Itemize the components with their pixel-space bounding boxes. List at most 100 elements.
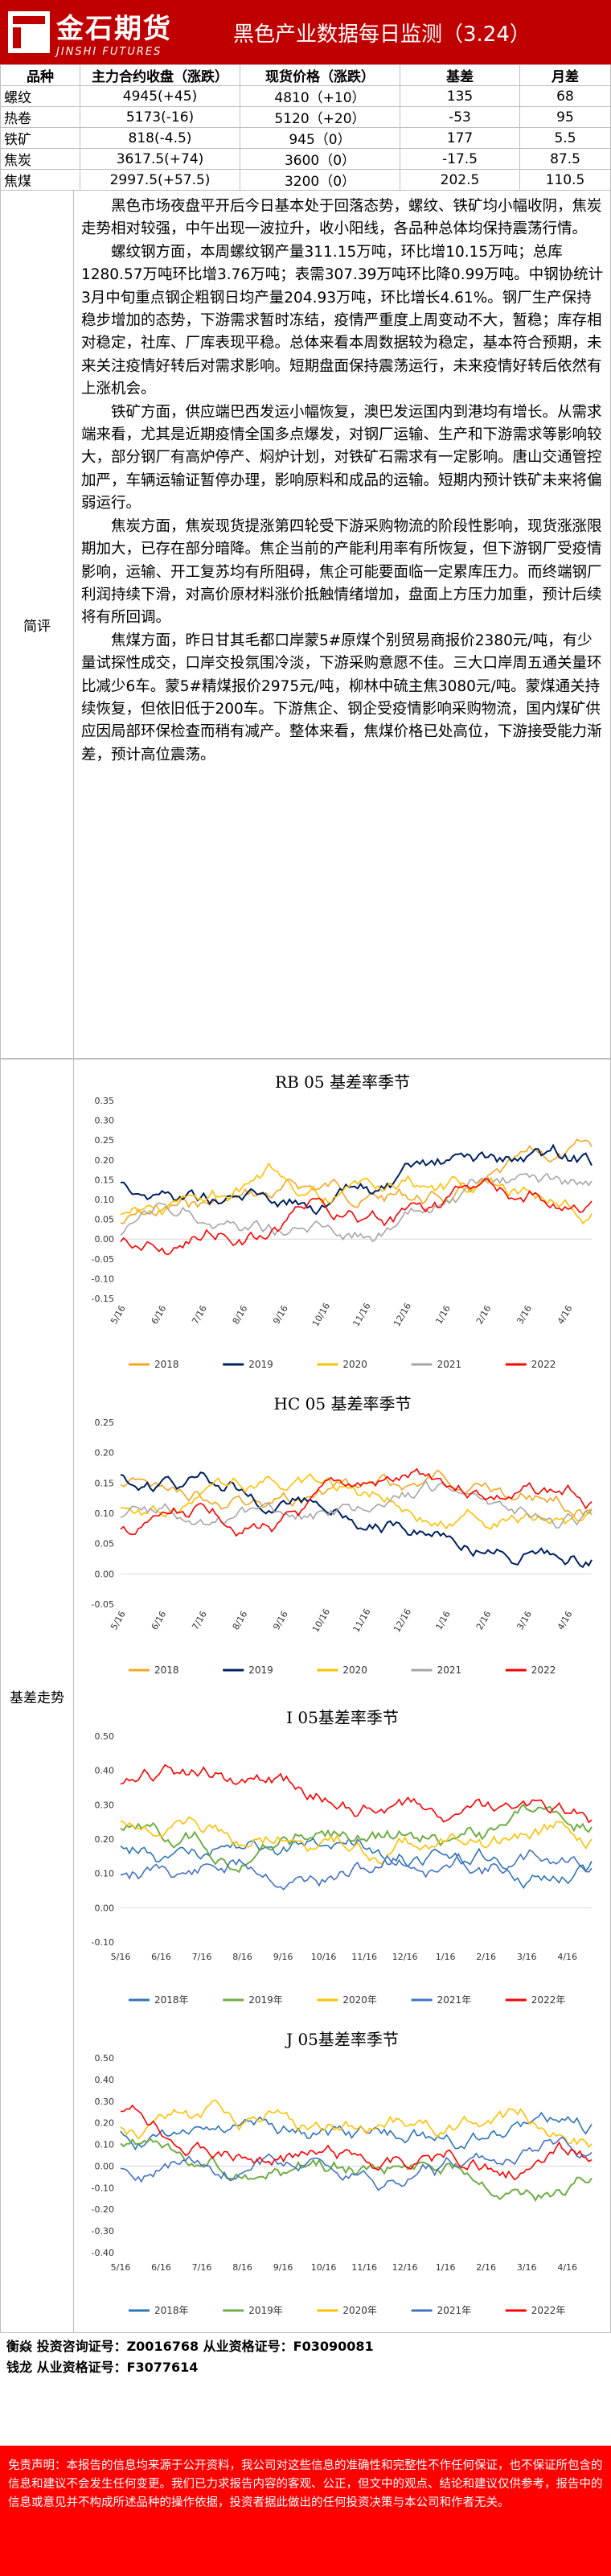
cell-basis: -17.5 — [400, 148, 520, 170]
logo-mark-icon — [8, 11, 50, 53]
x-tick-label: 10/16 — [311, 1952, 337, 1962]
j-basis-chart-svg: J 05基差率季节 0.50 0.40 0.30 0.20 0.10 0.00 -0.10 -0… — [92, 2030, 593, 2316]
x-tick-label: 2/16 — [476, 2262, 496, 2273]
x-tick-label: 5/16 — [109, 1303, 128, 1326]
cell-futures: 5173(-16) — [80, 106, 240, 128]
x-tick-label: 12/16 — [392, 1952, 418, 1962]
series-line — [120, 1138, 593, 1224]
x-tick-label: 2/16 — [476, 1952, 496, 1962]
series-line — [120, 2099, 593, 2149]
x-tick-label: 7/16 — [190, 1303, 209, 1326]
x-tick-label: 4/16 — [557, 1952, 577, 1962]
x-tick-label: 7/16 — [190, 1609, 209, 1632]
series-line — [120, 1763, 593, 1824]
y-tick-label: 0.20 — [95, 2118, 115, 2129]
table-row: 焦煤 2997.5(+57.5) 3200（0） 202.5 110.5 — [0, 169, 611, 191]
commentary-paragraph: 焦炭方面，焦炭现货提涨第四轮受下游采购物流的阶段性影响，现货涨涨限期加大，已存在… — [81, 517, 602, 627]
cell-variety: 热卷 — [0, 106, 80, 128]
legend-label: 2021年 — [437, 2305, 472, 2316]
legend-label: 2018 — [154, 1665, 179, 1676]
series-line — [120, 2111, 593, 2151]
legend-label: 2018年 — [154, 2305, 189, 2316]
cell-basis: 135 — [400, 85, 520, 107]
rb-basis-chart: RB 05 基差率季节 0.35 0.30 0.25 0.20 0.15 0.10 0.05 0… — [74, 1064, 611, 1385]
x-tick-label: 6/16 — [151, 2262, 171, 2273]
x-tick-label: 5/16 — [111, 1952, 131, 1962]
x-tick-label: 6/16 — [151, 1952, 171, 1962]
chart-title: J 05基差率季节 — [285, 2030, 399, 2049]
x-tick-label: 11/16 — [351, 1952, 377, 1962]
cell-spread: 95 — [519, 106, 611, 128]
legend-label: 2018年 — [154, 1994, 189, 2006]
cell-spot: 4810（+10） — [240, 85, 400, 107]
commentary-paragraph: 焦煤方面，昨日甘其毛都口岸蒙5#原煤个别贸易商报价2380元/吨，有少量试探性成… — [81, 632, 602, 763]
cell-spread: 87.5 — [519, 148, 611, 170]
cell-spot: 5120（+20） — [240, 106, 400, 128]
col-header: 品种 — [0, 64, 80, 86]
cell-futures: 2997.5(+57.5) — [80, 169, 240, 191]
series-line — [120, 1467, 593, 1537]
x-tick-label: 7/16 — [192, 1952, 212, 1962]
y-tick-label: 0.10 — [95, 2140, 115, 2150]
y-tick-label: 0.10 — [95, 1508, 115, 1519]
commentary-paragraph: 黑色市场夜盘平开后今日基本处于回落态势，螺纹、铁矿均小幅收阴，焦炭走势相对较强，… — [81, 198, 602, 238]
cell-spread: 110.5 — [519, 169, 611, 191]
series-line — [120, 1162, 593, 1225]
legend-label: 2020 — [342, 1665, 367, 1676]
y-tick-label: -0.05 — [92, 1599, 114, 1610]
x-tick-label: 5/16 — [109, 1609, 128, 1632]
y-tick-label: 0.20 — [95, 1448, 115, 1459]
x-tick-label: 1/16 — [436, 2262, 456, 2273]
x-tick-label: 11/16 — [351, 1607, 373, 1634]
logo-cn-text: 金石期货 — [56, 13, 172, 45]
x-tick-label: 3/16 — [517, 2262, 537, 2273]
x-tick-label: 10/16 — [311, 2262, 337, 2273]
x-tick-label: 9/16 — [271, 1303, 290, 1326]
commentary-section: 简评 黑色市场夜盘平开后今日基本处于回落态势，螺纹、铁矿均小幅收阴，焦炭走势相对… — [0, 190, 611, 1059]
report-title: 黑色产业数据每日监测（3.24） — [233, 22, 531, 47]
series-line — [121, 2104, 593, 2181]
x-tick-label: 8/16 — [232, 1952, 252, 1962]
cell-variety: 焦煤 — [0, 169, 80, 191]
table-header-row: 品种 主力合约收盘（涨跌） 现货价格（涨跌） 基差 月差 — [0, 64, 611, 86]
series-line — [120, 1471, 593, 1569]
cell-spread: 68 — [519, 85, 611, 107]
rb-basis-chart-svg: RB 05 基差率季节 0.35 0.30 0.25 0.20 0.15 0.10 0.05 0… — [92, 1072, 593, 1370]
x-tick-label: 5/16 — [111, 2262, 131, 2273]
x-tick-label: 1/16 — [433, 1303, 453, 1326]
cell-spot: 945（0） — [240, 127, 400, 149]
x-tick-label: 6/16 — [150, 1609, 169, 1632]
legend-label: 2019 — [248, 1359, 273, 1370]
i-basis-chart: I 05基差率季节 0.50 0.40 0.30 0.20 0.10 0.00 -0.10 5/… — [74, 1699, 611, 2021]
x-tick-label: 8/16 — [231, 1303, 250, 1326]
y-tick-label: 0.40 — [95, 2075, 115, 2085]
cell-futures: 3617.5(+74) — [80, 148, 240, 170]
y-tick-label: 0.10 — [95, 1869, 115, 1879]
x-tick-label: 1/16 — [436, 1952, 456, 1962]
legend-label: 2022 — [531, 1359, 556, 1370]
y-tick-label: 0.05 — [95, 1215, 115, 1225]
y-tick-label: 0.15 — [95, 1175, 115, 1185]
cell-futures: 4945(+45) — [80, 85, 240, 107]
table-row: 热卷 5173(-16) 5120（+20） -53 95 — [0, 106, 611, 128]
legend-label: 2021年 — [437, 1994, 472, 2006]
x-tick-label: 9/16 — [273, 2262, 293, 2273]
legend-label: 2020 — [342, 1359, 367, 1370]
x-tick-label: 11/16 — [351, 2262, 377, 2273]
company-logo: 金石期货 JINSHI FUTURES — [0, 0, 217, 64]
table-row: 铁矿 818(-4.5) 945（0） 177 5.5 — [0, 127, 611, 149]
y-tick-label: 0.00 — [95, 1569, 115, 1579]
table-row: 焦炭 3617.5(+74) 3600（0） -17.5 87.5 — [0, 148, 611, 170]
cell-spot: 3200（0） — [240, 169, 400, 191]
cell-futures: 818(-4.5) — [80, 127, 240, 149]
x-tick-label: 4/16 — [556, 1303, 575, 1326]
cell-basis: -53 — [400, 106, 520, 128]
commentary-paragraph: 铁矿方面，供应端巴西发运小幅恢复，澳巴发运国内到港均有增长。从需求端来看，尤其是… — [81, 403, 602, 512]
y-tick-label: -0.10 — [92, 1937, 114, 1948]
legend-label: 2022 — [531, 1665, 556, 1676]
cell-variety: 铁矿 — [0, 127, 80, 149]
x-tick-label: 3/16 — [515, 1609, 534, 1632]
cell-basis: 202.5 — [400, 169, 520, 191]
x-tick-label: 9/16 — [271, 1609, 290, 1632]
